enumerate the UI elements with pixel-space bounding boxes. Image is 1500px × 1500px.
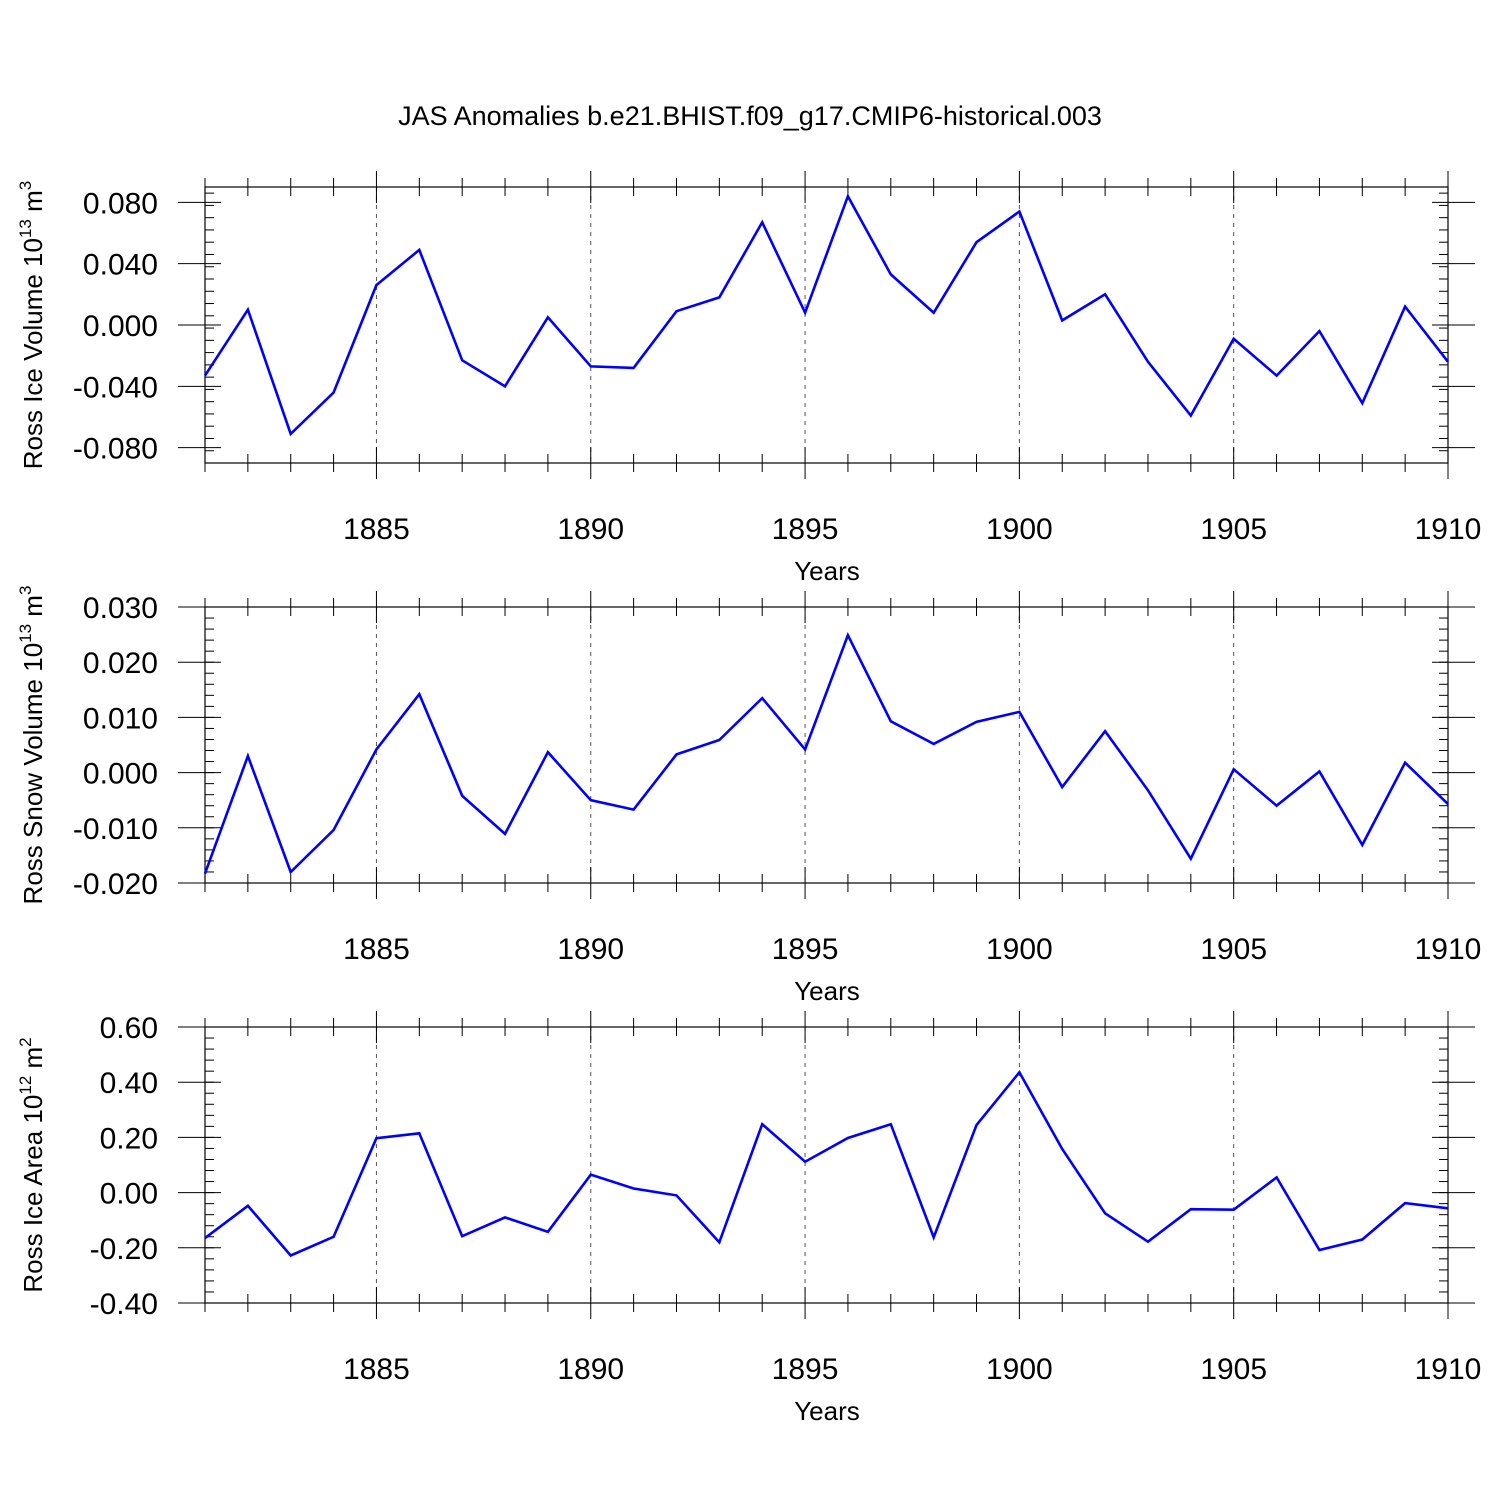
x-tick-label: 1910 xyxy=(1415,513,1482,546)
series-line xyxy=(203,631,1449,875)
x-tick-label: 1885 xyxy=(343,933,410,966)
x-tick-label: 1905 xyxy=(1200,933,1267,966)
y-tick-label: 0.020 xyxy=(83,647,158,680)
x-tick-label: 1885 xyxy=(343,513,410,546)
y-tick-label: 0.000 xyxy=(83,310,158,343)
chart-panel-2: -0.020 -0.010 0.000 0.010 0.020 0.030 1885 1890… xyxy=(16,586,1481,1006)
series-line xyxy=(204,1069,1449,1258)
x-tick-label: 1910 xyxy=(1415,1353,1482,1386)
x-tick-label: 1885 xyxy=(343,1353,410,1386)
y-axis-label: Ross Snow Volume 1013 m3 xyxy=(16,586,48,905)
x-axis-label: Years xyxy=(794,976,860,1006)
x-tick-label: 1900 xyxy=(986,933,1053,966)
y-tick-label: 0.40 xyxy=(100,1067,158,1100)
y-tick-label: 0.60 xyxy=(100,1012,158,1045)
y-tick-label: 0.040 xyxy=(83,249,158,282)
x-tick-label: 1895 xyxy=(772,1353,839,1386)
x-tick-label: 1890 xyxy=(557,513,624,546)
x-axis-label: Years xyxy=(794,1396,860,1426)
x-tick-label: 1890 xyxy=(557,933,624,966)
y-tick-label: -0.20 xyxy=(90,1233,158,1266)
y-tick-label: 0.20 xyxy=(100,1122,158,1155)
y-tick-label: 0.080 xyxy=(83,187,158,220)
x-tick-label: 1905 xyxy=(1200,513,1267,546)
x-tick-label: 1900 xyxy=(986,513,1053,546)
plot-frame xyxy=(204,1026,1449,1304)
y-tick-label: -0.40 xyxy=(90,1288,158,1321)
y-axis-label: Ross Ice Volume 1013 m3 xyxy=(16,181,48,470)
figure-title: JAS Anomalies b.e21.BHIST.f09_g17.CMIP6-… xyxy=(398,101,1102,131)
y-tick-label: 0.000 xyxy=(83,758,158,791)
y-tick-label: -0.040 xyxy=(73,371,158,404)
y-tick-label: -0.010 xyxy=(73,813,158,846)
y-tick-label: 0.030 xyxy=(83,592,158,625)
plot-frame xyxy=(204,186,1449,464)
y-tick-label: 0.00 xyxy=(100,1178,158,1211)
series-line xyxy=(203,193,1450,437)
y-axis-label: Ross Ice Area 1012 m2 xyxy=(16,1037,48,1292)
x-tick-label: 1900 xyxy=(986,1353,1053,1386)
chart-panel-1: -0.080 -0.040 0.000 0.040 0.080 1885 1890 1895 1… xyxy=(16,171,1481,586)
x-tick-label: 1895 xyxy=(772,933,839,966)
x-tick-label: 1895 xyxy=(772,513,839,546)
y-tick-label: -0.080 xyxy=(73,433,158,466)
plot-frame xyxy=(204,606,1449,884)
y-tick-label: -0.020 xyxy=(73,868,158,901)
x-tick-label: 1905 xyxy=(1200,1353,1267,1386)
x-tick-label: 1910 xyxy=(1415,933,1482,966)
y-tick-label: 0.010 xyxy=(83,702,158,735)
x-tick-label: 1890 xyxy=(557,1353,624,1386)
chart-panel-3: -0.40 -0.20 0.00 0.20 0.40 0.60 1885 1890 1895 19… xyxy=(16,1011,1481,1426)
x-axis-label: Years xyxy=(794,556,860,586)
